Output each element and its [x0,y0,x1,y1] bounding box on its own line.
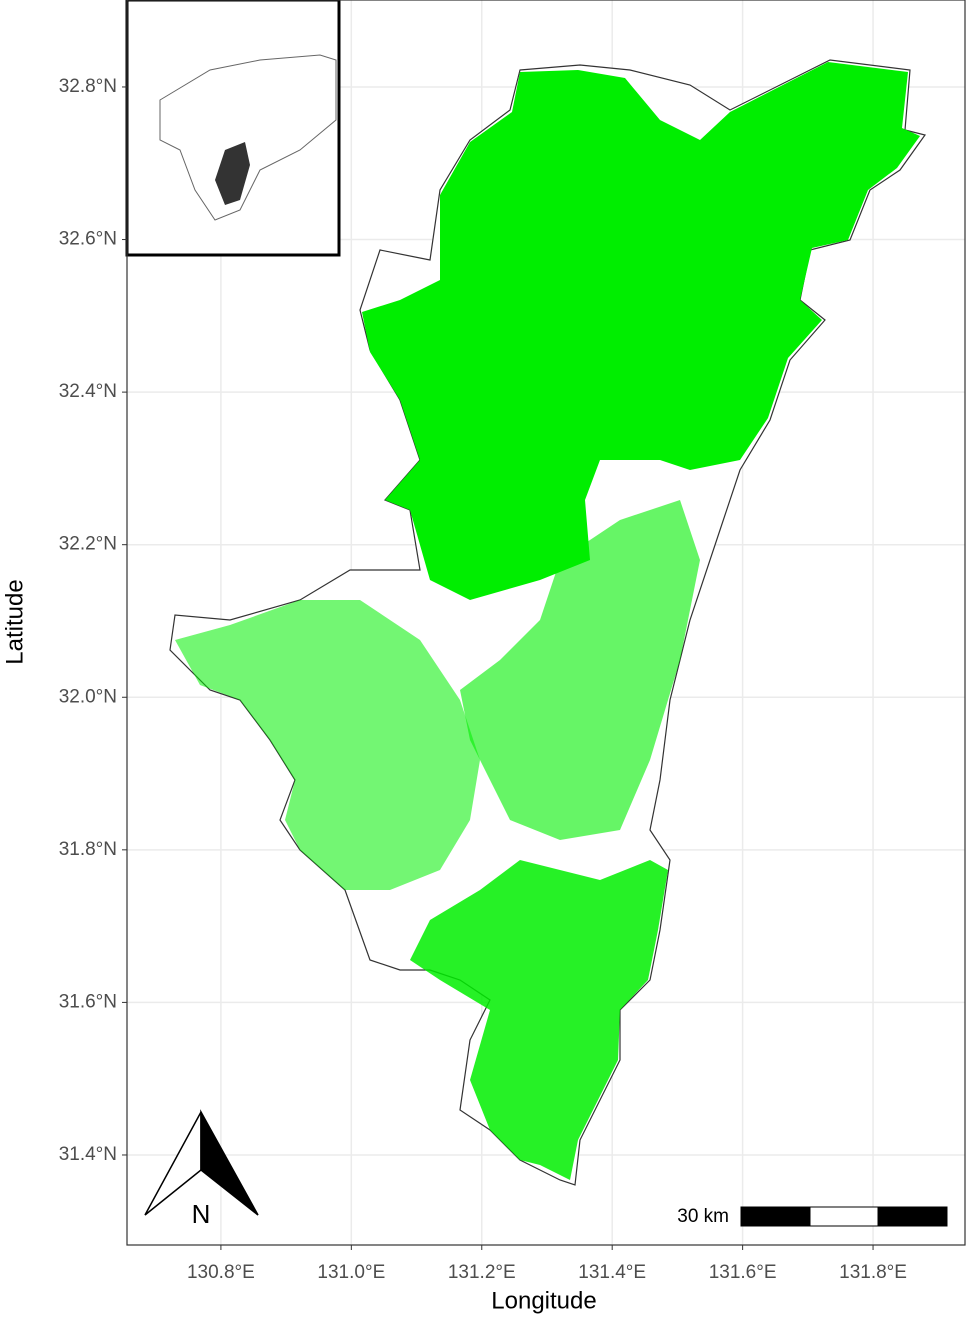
inset-map [125,0,341,257]
forest-west [175,600,480,890]
inset-highlight [215,142,250,205]
y-axis-label: Latitude [1,579,28,664]
x-axis-label: Longitude [491,1287,596,1314]
y-tick-label: 32.8°N [59,76,117,97]
scale-label: 30 km [677,1206,729,1227]
prefecture [169,59,927,1186]
inset-outline [159,54,337,221]
y-tick-label: 32.0°N [59,686,117,707]
forest-south [410,860,668,1180]
forest-middle [460,500,700,840]
x-tick-label: 131.0°E [317,1262,385,1283]
x-tick-label: 130.8°E [187,1262,255,1283]
x-tick-label: 131.4°E [578,1262,646,1283]
x-tick-label: 131.6°E [709,1262,777,1283]
north-label: N [192,1199,211,1229]
north-arrow: N [144,1109,259,1229]
y-tick-label: 31.8°N [59,839,117,860]
y-tick-label: 32.6°N [59,229,117,250]
y-tick-label: 31.6°N [59,991,117,1012]
panel-border [126,0,966,1246]
scale-bar: 30 km [677,1206,948,1227]
x-tick-label: 131.8°E [839,1262,907,1283]
x-tick-label: 131.2°E [448,1262,516,1283]
y-tick-label: 32.4°N [59,381,117,402]
y-tick-label: 32.2°N [59,534,117,555]
y-tick-label: 31.4°N [59,1144,117,1165]
forest-north [362,62,920,600]
